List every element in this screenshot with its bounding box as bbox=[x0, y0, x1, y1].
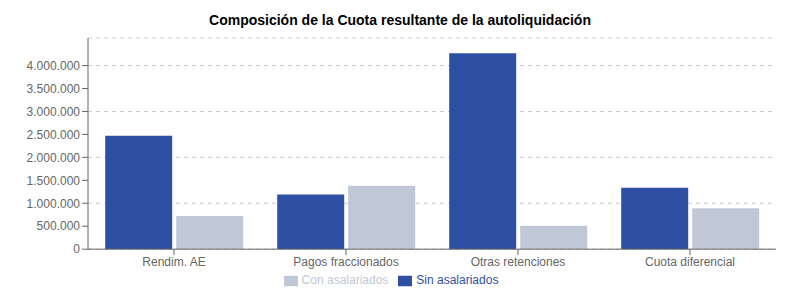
svg-text:3.000.000: 3.000.000 bbox=[27, 105, 81, 119]
svg-text:0: 0 bbox=[73, 242, 80, 256]
html-text:Composición de la Cuota result: Composición de la Cuota resultante de la… bbox=[209, 12, 591, 28]
svg-text:Otras retenciones: Otras retenciones bbox=[471, 255, 566, 269]
svg-text:500.000: 500.000 bbox=[37, 219, 81, 233]
svg-text:4.000.000: 4.000.000 bbox=[27, 59, 81, 73]
html-text:Con asalariados: Con asalariados bbox=[301, 273, 389, 288]
svg-text:Rendim. AE: Rendim. AE bbox=[142, 255, 205, 269]
svg-text:3.500.000: 3.500.000 bbox=[27, 82, 81, 96]
html-text:Sin asalariados: Sin asalariados bbox=[416, 273, 499, 288]
svg-text:Pagos fraccionados: Pagos fraccionados bbox=[293, 255, 398, 269]
svg-text:1.000.000: 1.000.000 bbox=[27, 197, 81, 211]
svg-text:1.500.000: 1.500.000 bbox=[27, 174, 81, 188]
svg-text:2.000.000: 2.000.000 bbox=[27, 151, 81, 165]
svg-text:Cuota diferencial: Cuota diferencial bbox=[645, 255, 735, 269]
svg-text:2.500.000: 2.500.000 bbox=[27, 128, 81, 142]
